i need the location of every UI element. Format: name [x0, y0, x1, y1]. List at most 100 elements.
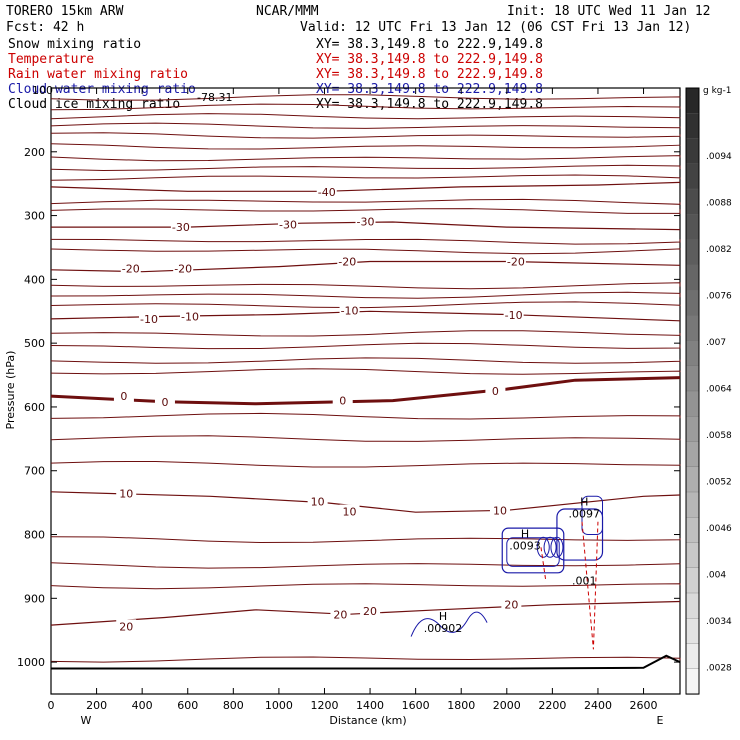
- isotherm-label: 20: [333, 608, 347, 621]
- isotherm-line: [50, 248, 681, 255]
- isotherm-label: -30: [279, 219, 297, 232]
- center-label: NCAR/MMM: [256, 4, 319, 19]
- model-title: TORERO 15km ARW: [6, 4, 124, 19]
- x-tick-label: 1600: [402, 699, 430, 712]
- isotherm-label-bg: [339, 303, 360, 317]
- x-tick-label: 2600: [630, 699, 658, 712]
- colorbar-label: .0064: [706, 385, 732, 395]
- rain-contour: [540, 547, 547, 580]
- isotherm-label-bg: [332, 393, 353, 407]
- isotherm-label-bg: [503, 308, 524, 322]
- colorbar-swatch: [685, 264, 700, 291]
- colorbar: .0094 .0088 .0082 .0076 .007 .0064 .0058 .0052.…: [685, 87, 732, 695]
- isotherm-line: [50, 301, 681, 309]
- min-temperature-label: -78.31: [197, 91, 232, 104]
- y-tick-label: 400: [24, 273, 45, 286]
- colorbar-swatch: [685, 289, 700, 316]
- colorbar-swatch: [685, 239, 700, 266]
- colorbar-label: .0034: [706, 617, 732, 627]
- isotherm-label: -10: [341, 305, 359, 318]
- cloud-water-contour: [556, 508, 604, 561]
- cloud-water-contour: [410, 611, 488, 637]
- cloud-max-marker: H: [521, 527, 529, 540]
- field-name-0: Snow mixing ratio: [8, 37, 141, 52]
- colorbar-label: .0058: [706, 431, 732, 441]
- isotherm-label-bg: [154, 394, 175, 408]
- colorbar-label: .0052: [706, 478, 732, 488]
- colorbar-swatch: [685, 416, 700, 443]
- colorbar-label: .0082: [706, 245, 732, 255]
- axes: 0 200 400 600 800 1000 1200 1400 1600 1800 2000 220…: [17, 84, 680, 712]
- x-tick-label: 2200: [538, 699, 566, 712]
- y-axis-title: Pressure (hPa): [4, 351, 17, 430]
- x-tick-label: 400: [132, 699, 153, 712]
- isotherm-line: [50, 357, 681, 364]
- init-time: Init: 18 UTC Wed 11 Jan 12: [507, 4, 711, 19]
- field-xy-2: XY= 38.3,149.8 to 222.9,149.8: [316, 67, 543, 82]
- colorbar-swatch: [685, 87, 700, 114]
- isotherm-label: -20: [338, 256, 356, 269]
- isotherm-line: [50, 155, 681, 162]
- y-tick-label: 800: [24, 529, 45, 542]
- isotherm-label: -10: [140, 313, 158, 326]
- isotherm-line: [50, 282, 681, 290]
- isotherm-label-bg: [316, 184, 337, 198]
- isotherm-line: [50, 460, 681, 468]
- isotherm-line: [50, 412, 681, 420]
- isotherm-line: [50, 164, 681, 172]
- isotherm-label: -30: [172, 221, 190, 234]
- isotherm-label-bg: [173, 261, 194, 275]
- isotherm-label-bg: [116, 486, 137, 500]
- y-tick-label: 600: [24, 401, 45, 414]
- isotherm-0: [50, 376, 681, 406]
- colorbar-swatch: [685, 163, 700, 190]
- cloud-max-value: .0093: [509, 539, 541, 552]
- x-tick-label: 2400: [584, 699, 612, 712]
- colorbar-swatch: [685, 542, 700, 569]
- temperature-contours: -40 -30 -30 -30 -20 -20 -20 -20 -10 -10 -10 -10 0 0 0 0…: [50, 91, 681, 633]
- colorbar-label: .0028: [706, 664, 732, 674]
- isotherm-label: -40: [318, 186, 336, 199]
- x-tick-label: 1200: [310, 699, 338, 712]
- colorbar-frame: [685, 87, 700, 695]
- isotherm-label-bg: [489, 503, 510, 517]
- west-label: W: [81, 714, 92, 727]
- isotherm-label-bg: [360, 604, 381, 618]
- colorbar-swatch: [685, 365, 700, 392]
- colorbar-swatch: [685, 592, 700, 619]
- rain-contour: [581, 521, 599, 650]
- isotherm-label: 0: [492, 385, 499, 398]
- colorbar-swatch: [685, 517, 700, 544]
- isotherm-label: -20: [122, 263, 140, 276]
- field-xy-1: XY= 38.3,149.8 to 222.9,149.8: [316, 52, 543, 67]
- isotherm--20: [50, 260, 681, 273]
- colorbar-swatch: [685, 214, 700, 241]
- y-tick-label: 900: [24, 592, 45, 605]
- field-name-2: Rain water mixing ratio: [8, 67, 188, 82]
- isotherm-line: [50, 122, 681, 129]
- x-tick-label: 600: [177, 699, 198, 712]
- isotherm-label: 20: [504, 599, 518, 612]
- isotherm-label: -10: [505, 309, 523, 322]
- cloud-water-contour: [581, 495, 604, 536]
- east-label: E: [657, 714, 664, 727]
- isotherm-label-bg: [501, 597, 522, 611]
- field-name-1: Temperature: [8, 52, 94, 67]
- isotherm-line: [50, 342, 681, 350]
- cloud-max-marker: H: [580, 495, 588, 508]
- x-tick-label: 1000: [265, 699, 293, 712]
- colorbar-swatch: [685, 491, 700, 518]
- colorbar-swatch: [685, 113, 700, 140]
- y-tick-label: 200: [24, 146, 45, 159]
- isotherm-label: 0: [339, 395, 346, 408]
- x-tick-label: 800: [223, 699, 244, 712]
- x-tick-label: 0: [48, 699, 55, 712]
- isotherm-line: [50, 113, 681, 120]
- isotherm-label: 20: [363, 605, 377, 618]
- colorbar-swatch: [685, 138, 700, 165]
- colorbar-swatch: [685, 668, 700, 695]
- colorbar-label: .007: [706, 338, 726, 348]
- isotherm-label-bg: [278, 217, 299, 231]
- isotherm-label: 0: [120, 390, 127, 403]
